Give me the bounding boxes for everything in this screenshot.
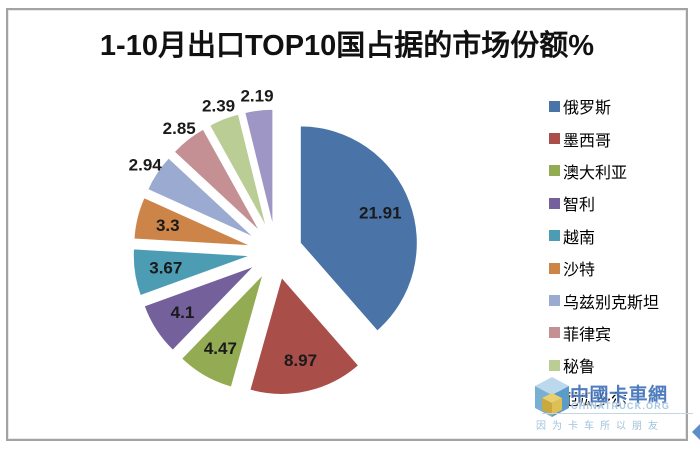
data-label-6: 3.3 [156, 216, 180, 235]
legend-label: 澳大利亚 [563, 164, 628, 182]
legend-item-4: 智利 [549, 187, 659, 219]
chart-border-frame [6, 8, 688, 441]
legend-item-2: 墨西哥 [549, 122, 659, 154]
pie-slice-7 [147, 157, 255, 239]
data-label-7: 2.94 [129, 156, 163, 175]
legend-label: 俄罗斯 [563, 100, 612, 118]
pie-slice-6 [133, 197, 252, 247]
watermark: 中國卡車網 CHINATRUCK.ORG 因为卡车所以朋友 [520, 372, 700, 434]
legend-label: 菲律宾 [563, 326, 612, 344]
pie-slice-10 [244, 108, 274, 227]
data-label-2: 8.97 [284, 351, 317, 370]
pie-slice-8 [173, 128, 261, 232]
data-label-4: 4.1 [171, 303, 195, 322]
legend-swatch [549, 197, 560, 209]
legend-label: 厄瓜多尔 [563, 391, 628, 409]
watermark-divider [542, 413, 693, 414]
legend-item-6: 沙特 [549, 252, 659, 284]
legend-item-7: 乌兹别克斯坦 [549, 284, 659, 316]
legend-label: 乌兹别克斯坦 [563, 294, 660, 312]
legend-item-3: 澳大利亚 [549, 155, 659, 187]
legend-label: 智利 [563, 197, 596, 215]
legend-label: 秘鲁 [563, 359, 596, 377]
pie-slice-4 [143, 265, 255, 351]
legend-item-8: 菲律宾 [549, 317, 659, 349]
legend-label: 墨西哥 [563, 132, 612, 150]
data-label-1: 21.91 [359, 203, 402, 222]
pie-slice-5 [132, 248, 251, 297]
chinatruck-logo-icon [535, 377, 569, 417]
legend-swatch [549, 359, 560, 371]
legend-item-1: 俄罗斯 [549, 90, 659, 122]
watermark-arrow-icon [692, 424, 700, 440]
legend: 俄罗斯墨西哥澳大利亚智利越南沙特乌兹别克斯坦 菲律宾秘鲁厄瓜多尔 [549, 90, 659, 414]
legend-item-5: 越南 [549, 220, 659, 252]
data-label-9: 2.39 [202, 96, 235, 115]
pie-slice-3 [180, 274, 264, 388]
watermark-slogan-text: 因为卡车所以朋友 [536, 421, 664, 432]
legend-swatch [549, 100, 560, 112]
legend-label: 沙特 [563, 262, 596, 280]
legend-swatch [549, 327, 560, 339]
chart-title: 1-10月出口TOP10国占据的市场份额% [99, 30, 595, 62]
pie-slice-9 [209, 113, 267, 229]
legend-swatch [549, 295, 560, 307]
data-label-5: 3.67 [149, 259, 182, 278]
watermark-brand-text: 中國卡車網 [570, 385, 668, 406]
data-label-3: 4.47 [204, 339, 237, 358]
legend-label: 越南 [563, 229, 596, 247]
data-label-10: 2.19 [240, 87, 273, 106]
legend-swatch [549, 165, 560, 177]
legend-item-9: 秘鲁 [549, 349, 659, 381]
watermark-domain-text: CHINATRUCK.ORG [571, 401, 671, 411]
legend-swatch [549, 133, 560, 145]
data-label-8: 2.85 [163, 119, 196, 138]
pie-slice-2 [249, 276, 360, 395]
legend-swatch [549, 230, 560, 242]
legend-swatch [549, 262, 560, 274]
pie-slice-1 [299, 125, 418, 332]
